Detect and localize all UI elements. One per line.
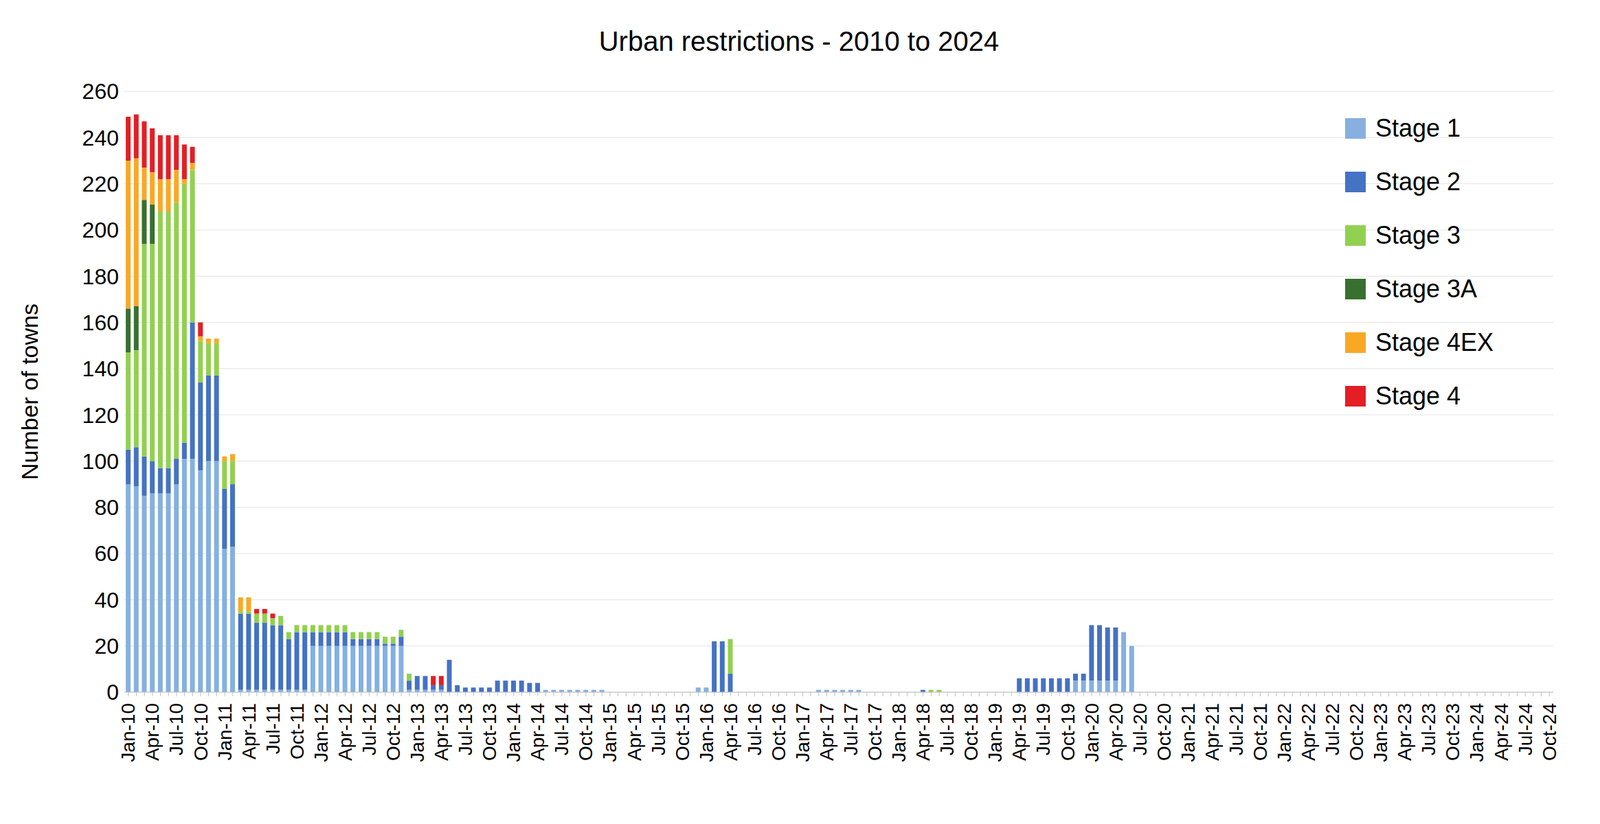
svg-text:0: 0 (106, 680, 119, 705)
svg-text:Oct-13: Oct-13 (478, 703, 501, 762)
svg-text:Jul-12: Jul-12 (358, 703, 380, 756)
svg-text:260: 260 (82, 79, 119, 104)
svg-text:Apr-12: Apr-12 (334, 703, 356, 762)
svg-text:Apr-22: Apr-22 (1297, 703, 1320, 762)
html-text:Stage 4: Stage 4 (1375, 381, 1461, 411)
svg-text:Jul-20: Jul-20 (1129, 703, 1151, 756)
svg-text:Apr-24: Apr-24 (1490, 703, 1513, 762)
svg-text:Jul-11: Jul-11 (262, 703, 284, 755)
svg-text:Jan-22: Jan-22 (1273, 703, 1295, 763)
svg-text:Jan-15: Jan-15 (599, 703, 621, 763)
html-text:Stage 1: Stage 1 (1375, 114, 1461, 143)
svg-text:Oct-19: Oct-19 (1057, 703, 1079, 762)
svg-text:160: 160 (82, 310, 119, 336)
svg-text:Jul-13: Jul-13 (454, 703, 477, 756)
svg-text:Oct-22: Oct-22 (1345, 703, 1368, 762)
svg-text:Oct-11: Oct-11 (286, 703, 308, 760)
svg-text:Oct-20: Oct-20 (1153, 703, 1175, 762)
svg-text:Jul-23: Jul-23 (1417, 703, 1440, 756)
svg-text:60: 60 (94, 541, 119, 567)
svg-text:Jan-18: Jan-18 (888, 703, 910, 763)
svg-text:Jul-10: Jul-10 (165, 703, 187, 756)
svg-text:Oct-18: Oct-18 (960, 703, 982, 762)
svg-text:Jan-13: Jan-13 (406, 703, 428, 763)
html-text:Stage 4EX: Stage 4EX (1375, 328, 1494, 357)
html-text:Stage 2: Stage 2 (1375, 167, 1461, 196)
svg-text:220: 220 (82, 171, 119, 197)
svg-text:Jan-11: Jan-11 (214, 703, 236, 762)
svg-text:Jan-16: Jan-16 (695, 703, 718, 763)
svg-text:Jul-18: Jul-18 (936, 703, 958, 756)
svg-text:Jan-20: Jan-20 (1081, 703, 1103, 763)
svg-text:Jan-17: Jan-17 (792, 703, 814, 763)
svg-text:Oct-12: Oct-12 (382, 703, 404, 762)
svg-text:Jan-19: Jan-19 (984, 703, 1006, 763)
svg-text:240: 240 (82, 125, 119, 151)
svg-text:140: 140 (82, 356, 119, 382)
svg-text:Number of towns: Number of towns (16, 303, 43, 481)
svg-text:Oct-14: Oct-14 (575, 703, 597, 762)
svg-text:Apr-17: Apr-17 (816, 703, 838, 762)
svg-text:Jan-10: Jan-10 (117, 703, 139, 763)
svg-text:Jul-17: Jul-17 (840, 703, 862, 756)
svg-text:Apr-16: Apr-16 (719, 703, 742, 762)
svg-text:Oct-23: Oct-23 (1441, 703, 1464, 762)
svg-text:Apr-15: Apr-15 (623, 703, 646, 762)
svg-text:40: 40 (94, 588, 119, 613)
svg-text:Jan-23: Jan-23 (1369, 703, 1392, 763)
svg-text:Apr-13: Apr-13 (430, 703, 453, 762)
svg-text:Oct-21: Oct-21 (1249, 703, 1271, 762)
html-text:Stage 3: Stage 3 (1375, 221, 1461, 250)
svg-text:Jul-24: Jul-24 (1514, 703, 1537, 756)
svg-text:Jul-16: Jul-16 (744, 703, 766, 756)
svg-text:Apr-21: Apr-21 (1201, 703, 1223, 762)
svg-text:80: 80 (94, 495, 119, 521)
svg-text:Jul-15: Jul-15 (647, 703, 670, 756)
svg-text:Jan-12: Jan-12 (310, 703, 332, 763)
svg-text:20: 20 (94, 634, 119, 659)
svg-text:Apr-11: Apr-11 (238, 703, 260, 760)
svg-text:100: 100 (82, 449, 119, 475)
svg-text:Apr-20: Apr-20 (1105, 703, 1127, 762)
svg-text:Jul-14: Jul-14 (550, 703, 573, 756)
svg-text:Apr-23: Apr-23 (1393, 703, 1416, 762)
svg-text:Apr-14: Apr-14 (526, 703, 549, 762)
svg-text:Jan-24: Jan-24 (1466, 703, 1488, 763)
svg-text:Oct-16: Oct-16 (768, 703, 790, 762)
svg-text:Oct-10: Oct-10 (190, 703, 212, 762)
svg-text:Apr-10: Apr-10 (141, 703, 163, 762)
svg-text:Oct-24: Oct-24 (1538, 703, 1561, 762)
svg-text:Jul-19: Jul-19 (1032, 703, 1054, 756)
svg-text:Apr-19: Apr-19 (1008, 703, 1030, 762)
svg-text:Jan-21: Jan-21 (1177, 703, 1199, 763)
html-text:Stage 3A: Stage 3A (1375, 274, 1478, 303)
svg-text:Oct-17: Oct-17 (864, 703, 886, 762)
svg-text:120: 120 (82, 403, 119, 428)
svg-text:Oct-15: Oct-15 (671, 703, 694, 762)
html-text:Urban restrictions - 2010 to 2: Urban restrictions - 2010 to 2024 (598, 26, 1000, 57)
svg-text:Apr-18: Apr-18 (912, 703, 934, 762)
svg-text:Jan-14: Jan-14 (502, 703, 525, 763)
svg-text:Jul-21: Jul-21 (1225, 703, 1247, 756)
svg-text:180: 180 (82, 264, 119, 290)
svg-text:200: 200 (82, 217, 119, 243)
svg-text:Jul-22: Jul-22 (1321, 703, 1344, 756)
